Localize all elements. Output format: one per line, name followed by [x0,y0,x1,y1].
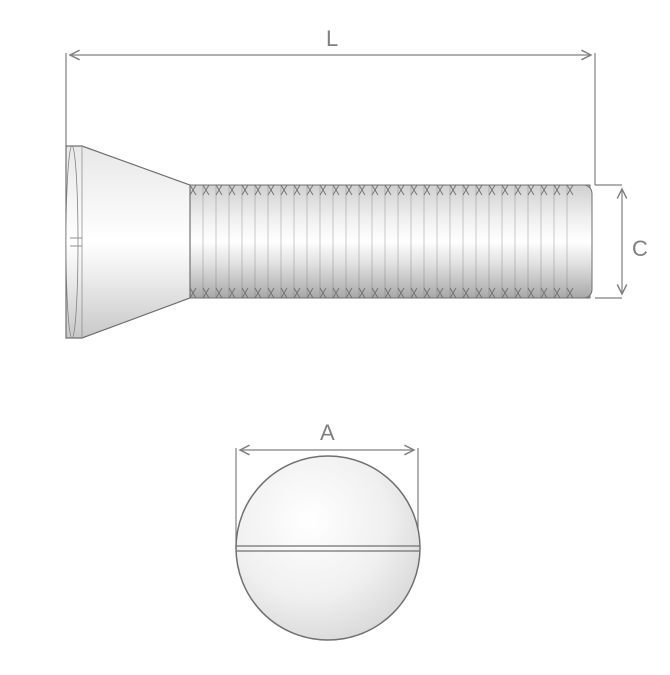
screw-side-view [66,146,592,338]
label-l: L [326,26,338,52]
technical-diagram: L C A [0,0,670,670]
dimension-l [66,53,595,185]
dimension-c [595,185,622,298]
diagram-svg [0,0,670,670]
label-c: C [632,236,648,262]
label-a: A [320,420,335,446]
screw-front-view [236,456,420,640]
